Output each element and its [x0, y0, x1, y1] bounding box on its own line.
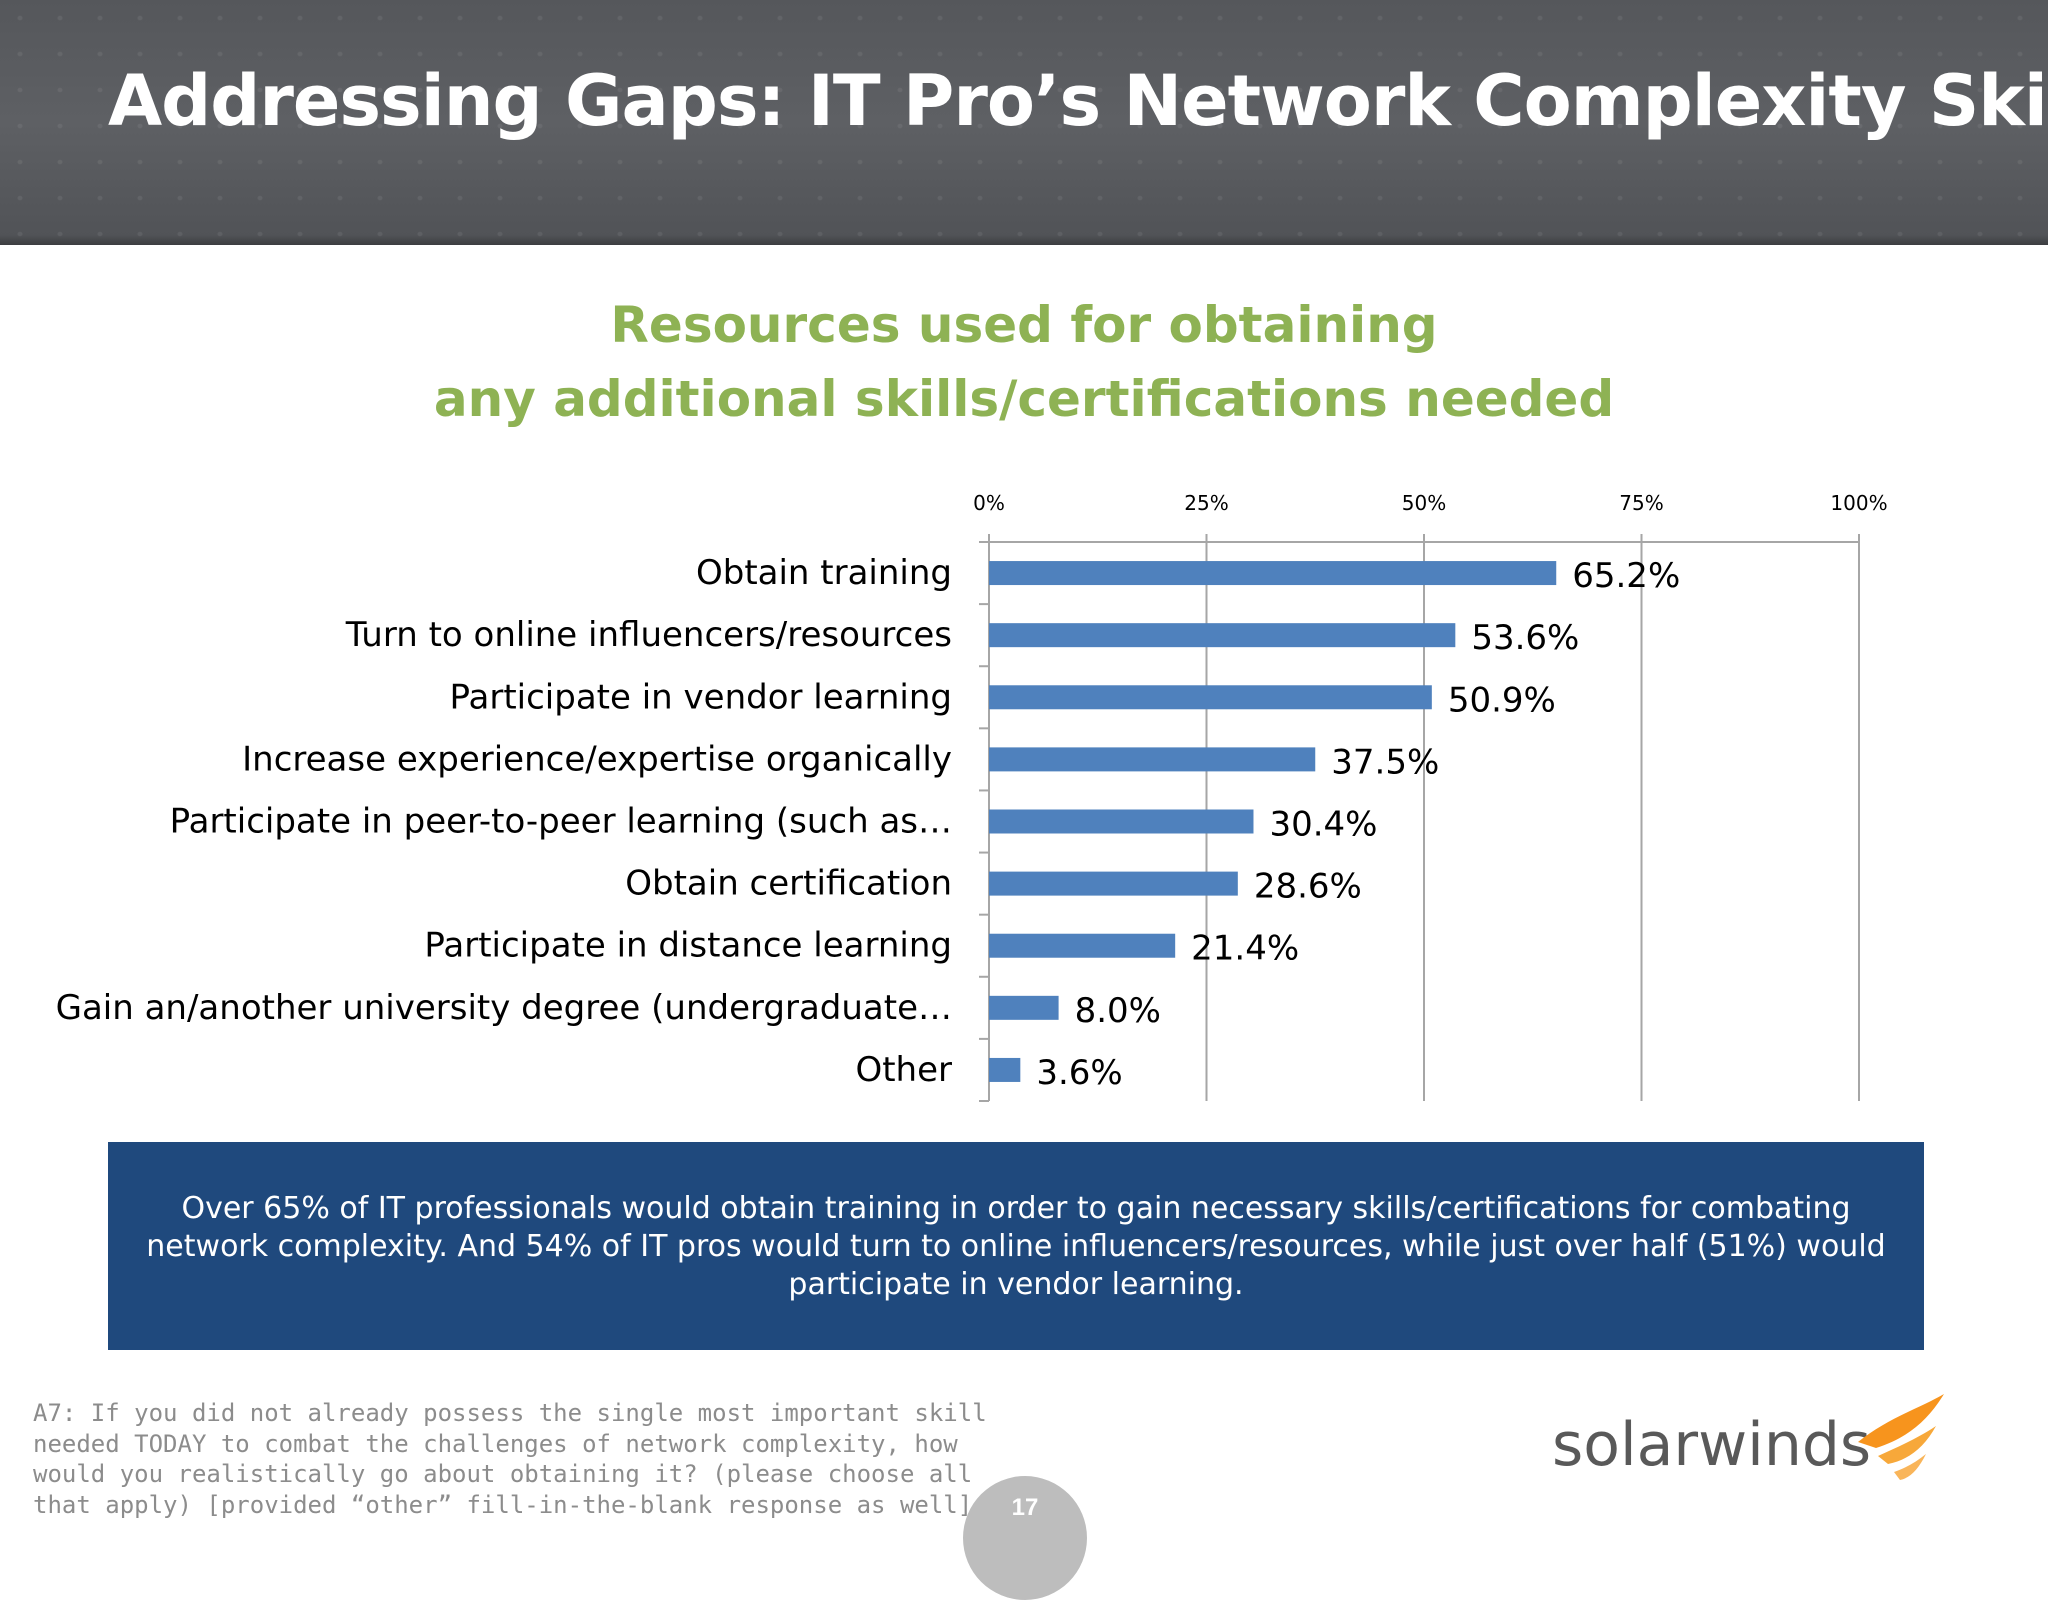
category-label: Turn to online influencers/resources	[345, 615, 952, 655]
data-label: 21.4%	[1191, 929, 1299, 969]
bar	[989, 933, 1176, 958]
logo-wordmark: solarwinds	[1552, 1410, 1872, 1480]
page-number: 17	[963, 1476, 1087, 1600]
solarwinds-logo: solarwinds	[1548, 1390, 1948, 1500]
chart-title: Resources used for obtaining any additio…	[0, 288, 2048, 436]
summary-callout-text: Over 65% of IT professionals would obtai…	[146, 1191, 1886, 1302]
slide-title: Addressing Gaps: IT Pro’s Network Comple…	[108, 60, 2048, 142]
x-tick-label: 75%	[1619, 491, 1663, 515]
category-label: Gain an/another university degree (under…	[56, 988, 952, 1028]
x-tick-label: 0%	[973, 491, 1005, 515]
bar	[989, 871, 1238, 896]
summary-callout: Over 65% of IT professionals would obtai…	[108, 1142, 1924, 1350]
data-label: 28.6%	[1254, 867, 1362, 907]
data-label: 30.4%	[1269, 805, 1377, 845]
category-label: Participate in peer-to-peer learning (su…	[170, 802, 952, 842]
bar	[989, 1057, 1021, 1082]
bar	[989, 623, 1456, 648]
x-tick-label: 100%	[1830, 491, 1887, 515]
bar	[989, 747, 1316, 772]
header-banner: Addressing Gaps: IT Pro’s Network Comple…	[0, 0, 2048, 245]
data-label: 50.9%	[1448, 680, 1556, 720]
bar	[989, 685, 1432, 710]
chart-title-line-1: Resources used for obtaining	[610, 296, 1438, 354]
bar	[989, 809, 1254, 834]
chart-title-line-2: any additional skills/certifications nee…	[433, 370, 1615, 428]
survey-question-footnote: A7: If you did not already possess the s…	[33, 1399, 987, 1519]
data-label: 37.5%	[1331, 742, 1439, 782]
data-label: 65.2%	[1572, 556, 1680, 596]
bar	[989, 561, 1557, 586]
category-label: Participate in distance learning	[424, 926, 952, 966]
x-tick-label: 25%	[1184, 491, 1228, 515]
category-label: Obtain certification	[625, 864, 952, 904]
data-label: 3.6%	[1036, 1053, 1122, 1093]
data-label: 53.6%	[1471, 618, 1579, 658]
bar	[989, 995, 1059, 1020]
category-label: Obtain training	[696, 553, 952, 593]
category-label: Other	[855, 1050, 952, 1090]
x-tick-label: 50%	[1402, 491, 1446, 515]
category-label: Increase experience/expertise organicall…	[242, 739, 952, 779]
data-label: 8.0%	[1075, 991, 1161, 1031]
solarwinds-flame-icon	[1858, 1394, 1944, 1480]
bar-chart: 0% 25% 50% 75% 100% Obtain training 65.2% Turn …	[56, 491, 1888, 1102]
category-label: Participate in vendor learning	[450, 677, 952, 717]
